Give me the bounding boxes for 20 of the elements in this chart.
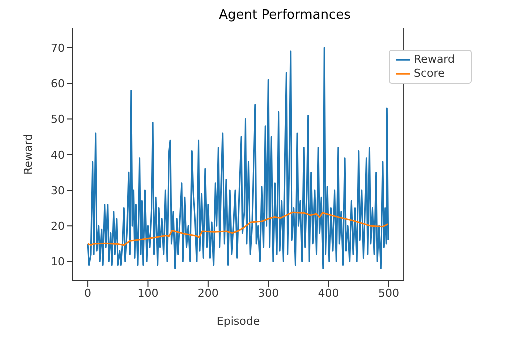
y-tick-label: 30: [51, 184, 65, 198]
y-tick-label: 70: [51, 42, 65, 55]
y-tick-label: 60: [51, 77, 65, 90]
legend-label: Reward: [414, 53, 455, 66]
y-tick-label: 20: [51, 220, 65, 234]
x-tick-label: 400: [318, 286, 340, 300]
chart-title: Agent Performances: [218, 8, 352, 25]
y-axis-title: Reward: [22, 134, 35, 175]
legend-label: Score: [414, 67, 445, 80]
line-series: [87, 47, 390, 270]
y-tick-label: 50: [51, 113, 65, 126]
x-tick-label: 500: [378, 286, 400, 300]
line-series: [87, 212, 390, 246]
x-tick-label: 100: [138, 286, 159, 300]
x-tick-label: 200: [198, 286, 219, 300]
y-tick-label: 10: [51, 256, 65, 269]
x-tick-label: 0: [84, 286, 92, 300]
y-tick-label: 40: [51, 148, 65, 162]
x-tick-label: 300: [258, 286, 280, 300]
x-axis-title: Episode: [216, 315, 260, 328]
